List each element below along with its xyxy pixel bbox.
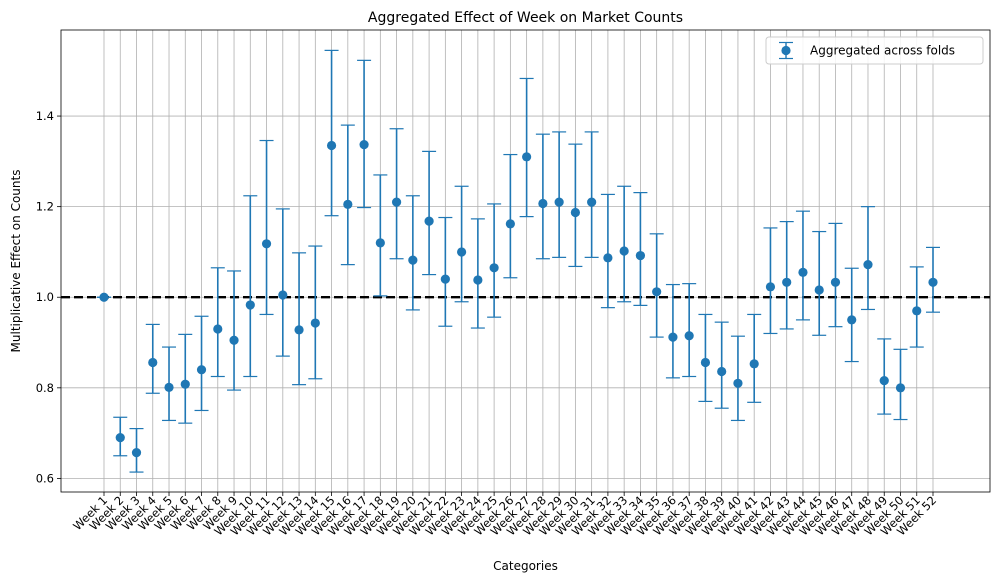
data-point — [294, 325, 304, 335]
y-tick-label: 1.0 — [36, 290, 54, 304]
data-point — [570, 207, 580, 218]
data-point — [245, 300, 255, 310]
x-axis-label: Categories — [493, 559, 558, 573]
data-point — [180, 379, 190, 389]
data-point — [668, 332, 678, 342]
data-point — [359, 139, 369, 150]
data-point — [652, 287, 662, 297]
data-point — [148, 357, 158, 368]
data-point — [749, 359, 759, 369]
data-point — [522, 152, 532, 162]
y-axis-label: Multiplicative Effect on Counts — [9, 170, 23, 353]
chart-title: Aggregated Effect of Week on Market Coun… — [368, 10, 683, 26]
y-tick-label: 1.2 — [36, 200, 54, 214]
data-point — [635, 250, 646, 261]
data-point — [115, 433, 125, 443]
data-point — [391, 197, 402, 207]
data-point — [912, 306, 922, 316]
data-point — [375, 238, 385, 248]
data-point — [814, 285, 824, 295]
legend-point — [781, 45, 791, 56]
data-layer — [97, 49, 940, 473]
legend-label: Aggregated across folds — [810, 44, 955, 58]
y-tick-label: 0.8 — [36, 381, 54, 395]
grid-layer — [61, 30, 990, 492]
y-tick-label: 0.6 — [36, 471, 54, 485]
data-point — [505, 219, 515, 229]
data-point — [229, 335, 239, 345]
y-tick-label: 1.4 — [36, 109, 54, 123]
data-point — [928, 277, 938, 287]
data-point — [213, 324, 223, 334]
data-point — [457, 247, 467, 257]
legend-box — [765, 36, 984, 65]
data-point — [408, 255, 418, 265]
data-point — [326, 140, 337, 151]
data-point — [261, 239, 272, 249]
data-point — [278, 290, 288, 300]
data-point — [765, 282, 776, 292]
data-point — [895, 383, 906, 393]
data-point — [538, 198, 548, 209]
data-point — [131, 447, 142, 458]
plot-frame — [60, 29, 991, 493]
data-point — [798, 267, 808, 277]
data-point — [684, 331, 694, 341]
data-point — [164, 382, 174, 392]
data-point — [830, 277, 841, 287]
data-point — [310, 318, 320, 328]
data-point — [196, 365, 207, 375]
data-point — [587, 197, 597, 207]
data-point — [603, 253, 613, 263]
data-point — [717, 366, 727, 377]
data-point — [733, 378, 743, 388]
y-tick-layer: 0.6 0.8 1.0 1.2 1.4 — [36, 109, 61, 485]
data-point — [99, 292, 109, 302]
data-point — [424, 216, 434, 226]
data-point — [619, 246, 629, 256]
data-point — [879, 375, 889, 386]
data-point — [782, 277, 792, 287]
data-point — [343, 199, 353, 209]
data-point — [489, 263, 499, 273]
data-point — [554, 197, 564, 207]
legend: Aggregated across folds — [765, 36, 984, 65]
data-point — [847, 315, 857, 325]
data-point — [863, 260, 873, 270]
legend-marker — [779, 41, 793, 60]
data-point — [700, 357, 711, 368]
data-point — [440, 274, 450, 284]
data-point — [473, 275, 483, 285]
